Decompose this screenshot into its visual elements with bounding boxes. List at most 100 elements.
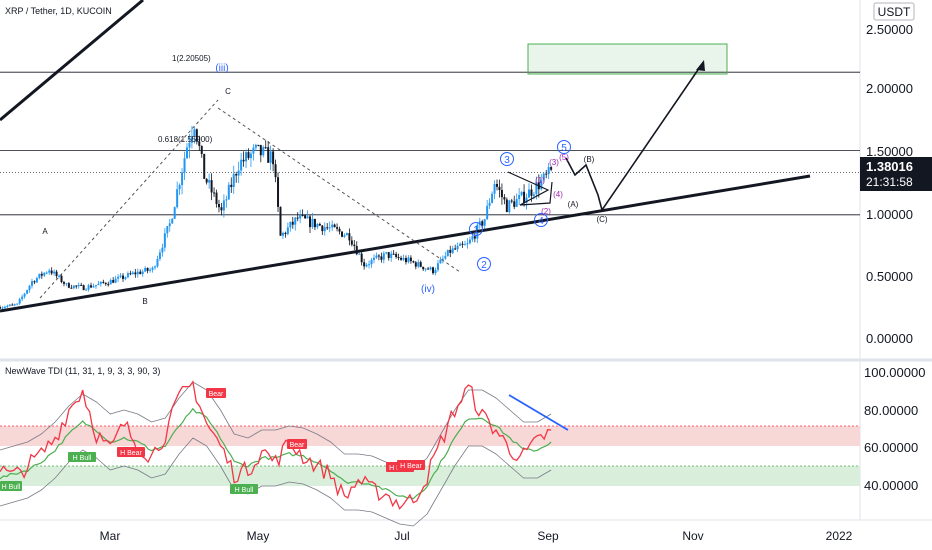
candle-body xyxy=(331,224,334,228)
signal-bear-label: Bear xyxy=(209,391,224,398)
candle-body xyxy=(72,285,75,289)
candle-body xyxy=(505,199,508,213)
signal-bear: Bear xyxy=(287,439,307,449)
candle-body xyxy=(545,173,548,175)
candle-body xyxy=(230,184,233,187)
candle-body xyxy=(195,129,198,142)
candle-body xyxy=(513,201,516,207)
time-tick: 2022 xyxy=(826,529,853,543)
candle-body xyxy=(274,164,277,178)
candle-body xyxy=(213,192,216,194)
candle-body xyxy=(131,272,134,275)
candle-body xyxy=(264,147,267,149)
candle-body xyxy=(540,180,543,190)
candle-body xyxy=(343,235,346,237)
time-tick: Mar xyxy=(100,529,121,543)
candle-body xyxy=(286,227,289,235)
candle-body xyxy=(156,258,159,267)
candle-body xyxy=(109,279,112,285)
candle-body xyxy=(508,200,511,213)
projection-c-label: (C) xyxy=(596,215,607,224)
candle-body xyxy=(483,219,486,226)
candle-body xyxy=(185,147,188,159)
candle-body xyxy=(235,173,238,176)
candle-body xyxy=(368,264,371,266)
candle-body xyxy=(92,286,95,288)
currency-badge[interactable] xyxy=(873,2,915,21)
fib-level-0618-label: 0.618(1.55900) xyxy=(158,135,213,144)
candle-body xyxy=(90,285,93,288)
candle-body xyxy=(372,257,375,260)
candle-body xyxy=(500,189,503,198)
current-price-tag xyxy=(860,157,932,191)
candle-body xyxy=(390,253,393,258)
candle-body xyxy=(503,197,506,200)
chart-title: XRP / Tether, 1D, KUCOIN xyxy=(5,6,112,16)
candle-body xyxy=(75,285,78,287)
candle-body xyxy=(245,152,248,162)
candle-body xyxy=(58,275,61,277)
candle-body xyxy=(188,142,191,148)
candle-body xyxy=(518,194,521,200)
price-tick: 1.00000 xyxy=(866,207,913,222)
candle-body xyxy=(30,281,33,286)
time-tick: Nov xyxy=(682,529,703,543)
indicator-title: NewWave TDI (11, 31, 1, 9, 3, 3, 90, 3) xyxy=(5,366,160,376)
candle-body xyxy=(43,272,46,276)
triangle-pattern xyxy=(507,171,553,206)
candle-body xyxy=(478,221,481,225)
wave-4-circle xyxy=(534,213,548,227)
candle-body xyxy=(481,221,484,226)
candlestick-series xyxy=(0,125,553,310)
candle-body xyxy=(220,207,223,211)
fib-dashed-1 xyxy=(39,99,219,299)
candle-body xyxy=(87,285,90,290)
candle-body xyxy=(249,153,252,159)
candle-body xyxy=(269,151,272,163)
signal-h-bull-label: H Bull xyxy=(73,455,92,462)
candle-body xyxy=(45,272,48,274)
candle-body xyxy=(171,218,174,224)
wave-5-circle xyxy=(557,140,571,154)
candle-body xyxy=(473,236,476,239)
candle-body xyxy=(168,223,171,227)
candle-body xyxy=(70,287,73,289)
candle-body xyxy=(198,141,201,146)
candle-body xyxy=(520,191,523,195)
candle-body xyxy=(8,304,11,306)
candle-body xyxy=(11,304,14,306)
fib-level-1-label: 1(2.20505) xyxy=(172,54,211,63)
candle-body xyxy=(449,249,452,253)
signal-h-bear: H Bear xyxy=(117,447,145,457)
candle-body xyxy=(126,273,129,278)
wave-1-label: 1 xyxy=(473,225,479,236)
candle-body xyxy=(434,269,437,274)
candle-body xyxy=(97,283,100,286)
candle-body xyxy=(550,167,553,170)
candle-body xyxy=(294,217,297,225)
candle-body xyxy=(340,231,343,237)
candle-body xyxy=(395,253,398,258)
candle-body xyxy=(240,159,243,171)
candle-body xyxy=(333,224,336,228)
candle-body xyxy=(387,252,390,258)
candle-body xyxy=(149,269,152,271)
signal-h-bull: H Bull xyxy=(68,452,96,462)
wave-3-label: 3 xyxy=(504,155,510,166)
candle-body xyxy=(326,227,329,229)
candle-body xyxy=(289,221,292,228)
candle-body xyxy=(527,189,530,198)
candle-body xyxy=(365,264,368,267)
candle-body xyxy=(257,144,260,146)
currency-label: USDT xyxy=(878,5,911,19)
candle-body xyxy=(424,268,427,270)
candle-body xyxy=(422,266,425,270)
candle-body xyxy=(267,147,270,163)
candle-body xyxy=(363,262,366,267)
main-pane[interactable] xyxy=(0,0,860,358)
candle-body xyxy=(279,206,282,236)
candle-body xyxy=(3,306,6,308)
candle-body xyxy=(281,232,284,236)
divergence-line xyxy=(508,394,569,431)
